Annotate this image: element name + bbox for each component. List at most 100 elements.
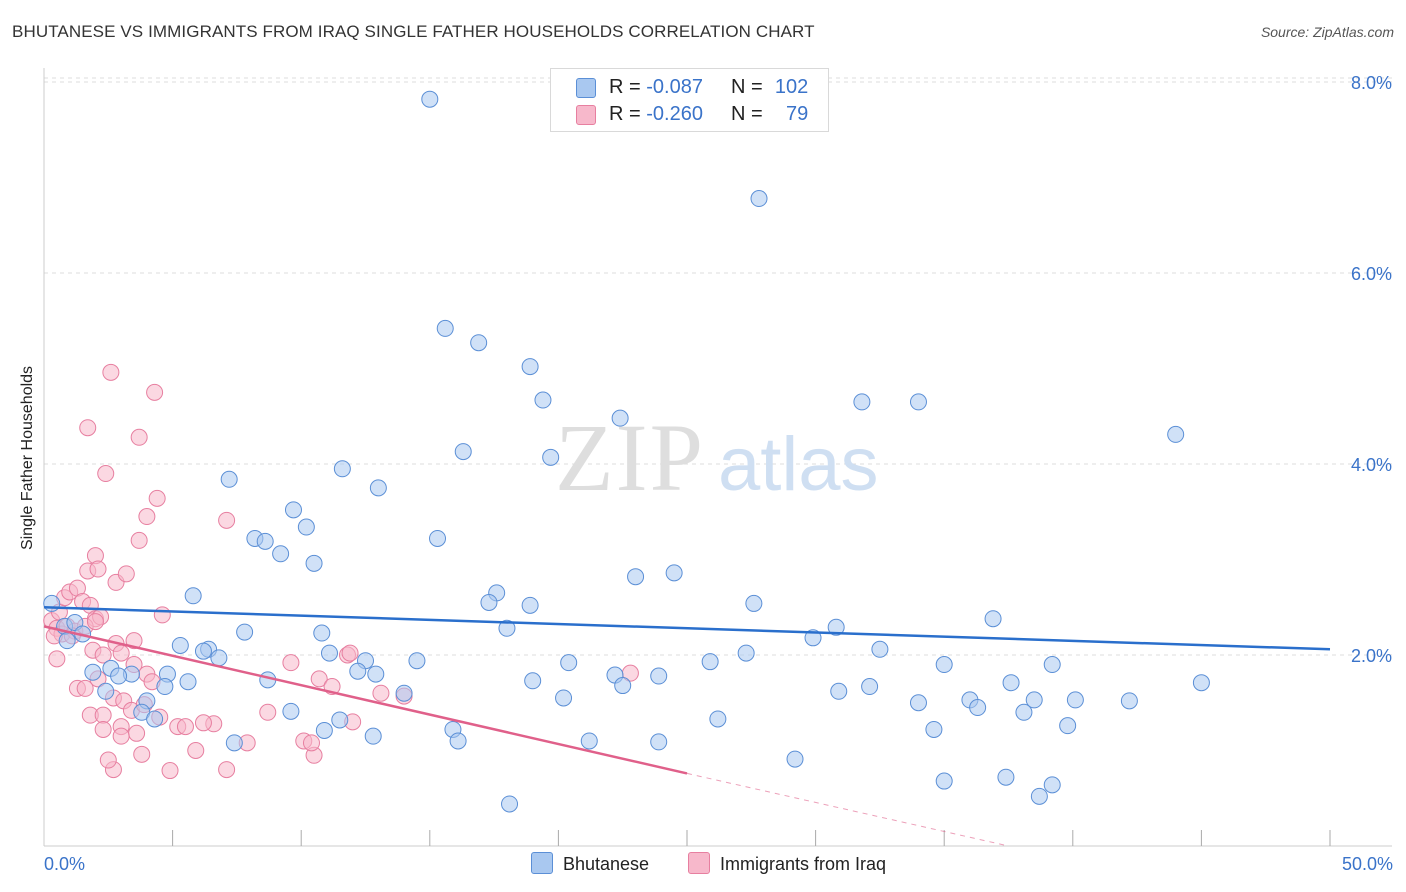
- bhutanese-point: [984, 610, 1002, 628]
- iraq-point: [133, 745, 151, 763]
- bhutanese-point: [827, 618, 845, 636]
- source-label: Source: ZipAtlas.com: [1260, 24, 1394, 40]
- bhutanese-point: [313, 624, 331, 642]
- legend-n-label: N =: [731, 103, 763, 125]
- bhutanese-point: [786, 750, 804, 768]
- legend-r-label: R =: [609, 76, 641, 98]
- legend-n-label: N =: [731, 76, 763, 98]
- bhutanese-point: [395, 684, 413, 702]
- watermark: ZIP atlas: [555, 404, 879, 511]
- bhutanese-point: [43, 594, 61, 612]
- bhutanese-point: [97, 682, 115, 700]
- legend-row-iraq: R = -0.260 N = 79: [551, 101, 828, 127]
- iraq-point: [112, 727, 130, 745]
- iraq-point: [130, 428, 148, 446]
- tick-labels: 2.0% 4.0% 6.0% 8.0% 0.0% 50.0%: [44, 73, 1393, 874]
- bhutanese-point: [449, 732, 467, 750]
- bhutanese-point: [220, 470, 238, 488]
- bhutanese-point: [861, 678, 879, 696]
- iraq-point: [146, 383, 164, 401]
- iraq-point: [125, 632, 143, 650]
- bhutanese-point: [210, 649, 228, 667]
- bhutanese-point: [750, 190, 768, 208]
- bhutanese-point: [1066, 691, 1084, 709]
- y-tick-label: 2.0%: [1351, 646, 1392, 666]
- bhutanese-point: [909, 393, 927, 411]
- bhutanese-point: [925, 720, 943, 738]
- bhutanese-point: [1192, 674, 1210, 692]
- bhutanese-point: [305, 554, 323, 572]
- iraq-point: [372, 684, 390, 702]
- iraq-point: [117, 565, 135, 583]
- bhutanese-point: [534, 391, 552, 409]
- bottom-legend-iraq: Immigrants from Iraq: [688, 852, 886, 875]
- iraq-point: [94, 706, 112, 724]
- bhutanese-point: [909, 694, 927, 712]
- bhutanese-point: [58, 632, 76, 650]
- y-tick-label: 4.0%: [1351, 455, 1392, 475]
- iraq-point: [86, 613, 104, 631]
- bhutanese-point: [745, 594, 763, 612]
- bhutanese-point: [1120, 692, 1138, 710]
- bhutanese-point: [194, 642, 212, 660]
- iraq-point: [89, 560, 107, 578]
- watermark-atlas: atlas: [718, 422, 879, 507]
- chart-title: BHUTANESE VS IMMIGRANTS FROM IRAQ SINGLE…: [12, 22, 815, 41]
- bhutanese-point: [156, 678, 174, 696]
- iraq-point: [76, 679, 94, 697]
- legend-r-value: -0.260: [646, 103, 703, 125]
- y-tick-label: 6.0%: [1351, 264, 1392, 284]
- bhutanese-point: [1059, 717, 1077, 735]
- bhutanese-point: [501, 795, 519, 813]
- legend-r-value: -0.087: [646, 76, 703, 98]
- iraq-point: [282, 654, 300, 672]
- iraq-point: [130, 531, 148, 549]
- iraq-point: [302, 734, 320, 752]
- bhutanese-point: [284, 501, 302, 519]
- bhutanese-point: [110, 667, 128, 685]
- bottom-legend-label: Immigrants from Iraq: [720, 854, 887, 874]
- bhutanese-point: [225, 734, 243, 752]
- legend-swatch-blue: [576, 78, 596, 98]
- bhutanese-point: [320, 644, 338, 662]
- bhutanese-point: [408, 652, 426, 670]
- bhutanese-point: [560, 654, 578, 672]
- x-tick-label: 0.0%: [44, 854, 85, 874]
- bhutanese-trend-line: [43, 606, 1331, 651]
- bhutanese-point: [297, 518, 315, 536]
- bhutanese-point: [171, 636, 189, 654]
- bhutanese-point: [709, 710, 727, 728]
- bhutanese-point: [650, 733, 668, 751]
- bhutanese-point: [421, 90, 439, 108]
- bottom-legend-bhutanese: Bhutanese: [531, 852, 649, 875]
- bhutanese-point: [521, 596, 539, 614]
- y-tick-label: 8.0%: [1351, 73, 1392, 93]
- iraq-trend-line: [43, 625, 688, 775]
- bhutanese-point: [282, 702, 300, 720]
- iraq-point: [79, 419, 97, 437]
- trend-lines: [43, 606, 1331, 847]
- bhutanese-point: [84, 663, 102, 681]
- iraq-point: [218, 511, 236, 529]
- iraq-point: [176, 718, 194, 736]
- iraq-point: [97, 465, 115, 483]
- bhutanese-point: [367, 665, 385, 683]
- bhutanese-point: [580, 732, 598, 750]
- bhutanese-point: [969, 699, 987, 717]
- bhutanese-point: [935, 656, 953, 674]
- iraq-point: [341, 644, 359, 662]
- bhutanese-point: [1043, 776, 1061, 794]
- iraq-point: [138, 508, 156, 526]
- iraq-point: [102, 363, 120, 381]
- x-tick-label: 50.0%: [1342, 854, 1393, 874]
- bhutanese-point: [853, 393, 871, 411]
- bhutanese-point: [331, 711, 349, 729]
- bhutanese-point: [555, 689, 573, 707]
- bottom-legend-label: Bhutanese: [563, 854, 650, 874]
- bhutanese-point: [1043, 656, 1061, 674]
- legend-r-label: R =: [609, 103, 641, 125]
- bhutanese-point: [830, 682, 848, 700]
- bhutanese-point: [1015, 703, 1033, 721]
- gridlines: [44, 77, 1392, 656]
